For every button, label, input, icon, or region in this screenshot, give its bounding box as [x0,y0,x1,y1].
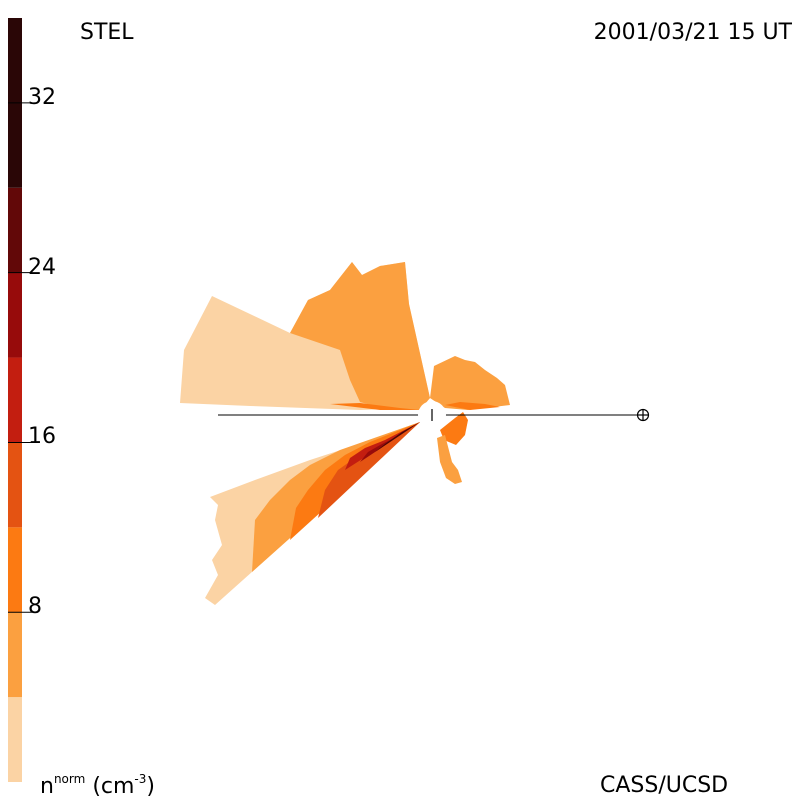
density-region-lower-darkest [375,422,420,452]
density-region-upper-sliver [330,403,420,410]
colorbar-tick-label: 32 [28,84,56,110]
density-region-lower-right [440,412,468,445]
colorbar-band [8,612,22,698]
density-region-lower-right-small [437,435,462,484]
quantity-symbol: n [40,774,54,799]
colorbar-band [8,187,22,273]
instrument-label: STEL [80,20,134,45]
density-region-upper-right [430,356,510,410]
colorbar-band [8,697,22,782]
density-region-lower-dark-orange [318,422,420,518]
colorbar-band [8,442,22,528]
colorbar-band [8,272,22,358]
unit-superscript: -3 [134,772,147,786]
colorbar-tick-label: 24 [28,254,56,280]
density-region-upper-medium [290,262,430,410]
colorbar-band [8,527,22,613]
colorbar-unit-label: nnorm (cm-3) [40,773,155,798]
colorbar-tick-label: 16 [28,424,56,450]
unit-open: (cm [92,774,135,799]
unit-close: ) [146,774,155,799]
colorbar [8,18,32,782]
colorbar-tick-label: 8 [28,594,42,620]
credit-label: CASS/UCSD [600,773,729,798]
density-region-upper-right-dark [445,402,500,410]
timestamp-label: 2001/03/21 15 UT [593,20,792,45]
earth-symbol [636,408,650,422]
colorbar-band [8,357,22,443]
quantity-superscript: norm [53,772,86,786]
